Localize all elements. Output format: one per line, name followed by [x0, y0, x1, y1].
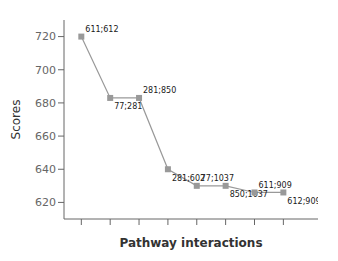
svg-text:660: 660	[35, 130, 56, 143]
svg-text:77;1037: 77;1037	[201, 174, 234, 183]
svg-text:611;612: 611;612	[85, 25, 118, 34]
svg-text:700: 700	[35, 64, 56, 77]
svg-text:620: 620	[35, 196, 56, 209]
svg-text:281;850: 281;850	[143, 86, 176, 95]
svg-text:Scores: Scores	[9, 100, 23, 140]
svg-text:611;909: 611;909	[259, 181, 292, 190]
svg-text:281;602: 281;602	[171, 173, 206, 183]
svg-text:640: 640	[35, 163, 56, 176]
svg-text:77;281: 77;281	[114, 102, 142, 111]
svg-text:720: 720	[35, 30, 56, 43]
svg-text:Pathway interactions: Pathway interactions	[119, 236, 262, 250]
svg-text:850;1037: 850;1037	[230, 190, 268, 199]
svg-text:612;909: 612;909	[287, 197, 318, 206]
svg-text:680: 680	[35, 97, 56, 110]
